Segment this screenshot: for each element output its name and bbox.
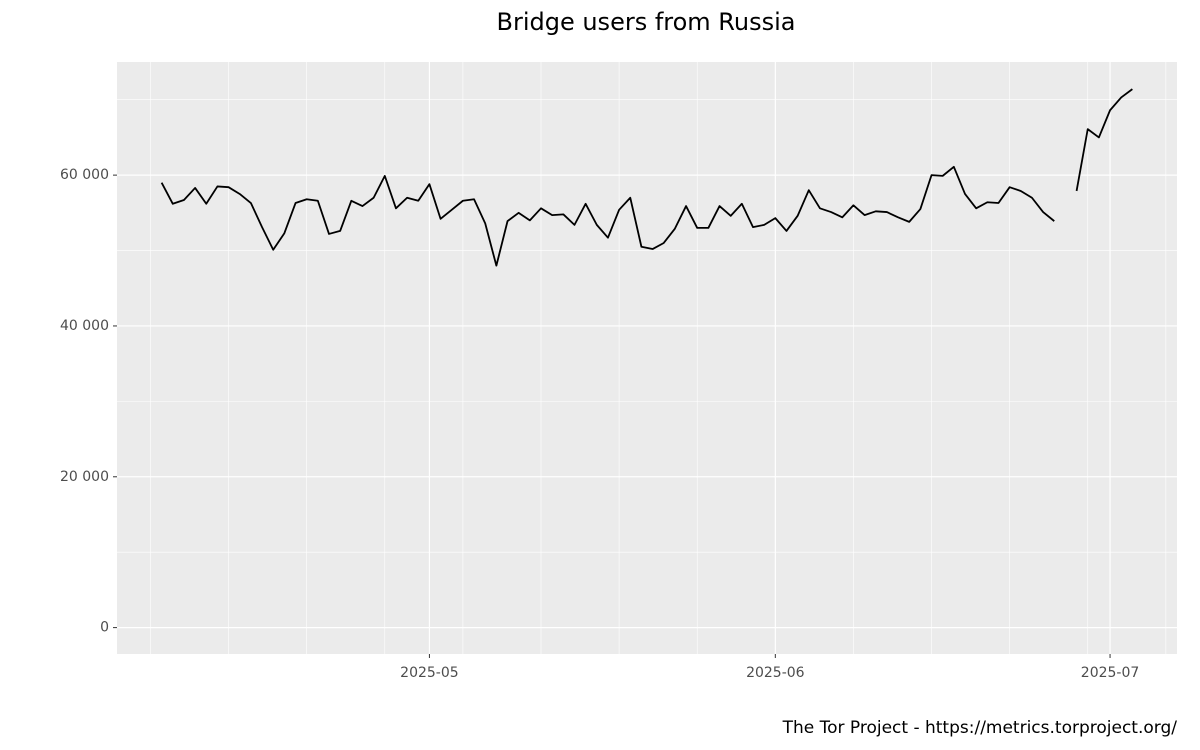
y-tick-label: 20 000 xyxy=(60,469,109,485)
y-tick-label: 0 xyxy=(100,620,109,636)
y-tick-label: 40 000 xyxy=(60,318,109,334)
data-line xyxy=(160,88,1133,267)
caption: The Tor Project - https://metrics.torpro… xyxy=(782,718,1178,738)
y-tick-label: 60 000 xyxy=(60,167,109,183)
x-tick-label: 2025-06 xyxy=(746,665,805,681)
plot-panel xyxy=(117,62,1177,654)
x-tick-label: 2025-07 xyxy=(1081,665,1140,681)
x-tick-label: 2025-05 xyxy=(400,665,459,681)
chart-title: Bridge users from Russia xyxy=(496,8,795,36)
